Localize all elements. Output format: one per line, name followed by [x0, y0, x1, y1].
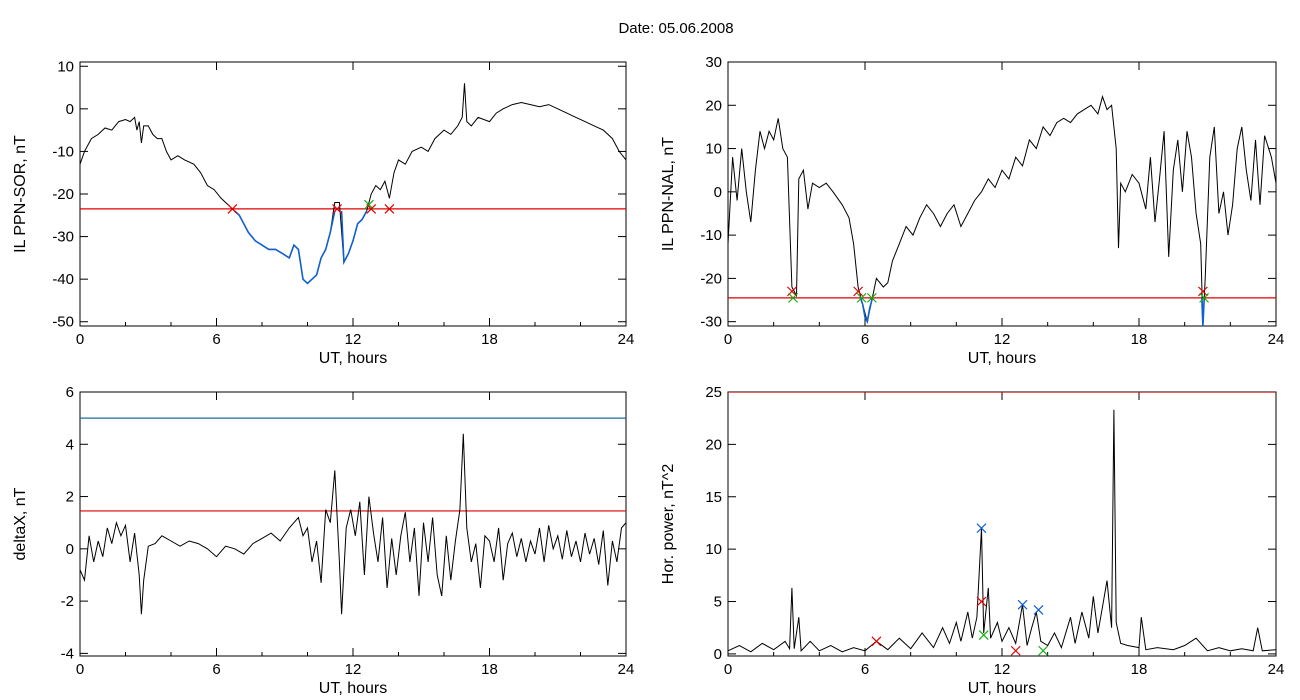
x-tick-label: 6 [861, 331, 869, 348]
x-tick-label: 6 [212, 331, 220, 348]
y-tick-label: 10 [57, 58, 74, 75]
event-marker [1198, 286, 1208, 297]
event-marker [787, 286, 797, 297]
y-tick-label: 10 [705, 141, 722, 158]
y-axis-label: IL PPN-NAL, nT [660, 137, 677, 251]
figure-title: Date: 05.06.2008 [618, 20, 733, 37]
event-marker [1033, 604, 1044, 615]
x-tick-label: 0 [76, 661, 84, 678]
y-tick-label: -2 [61, 593, 74, 610]
y-tick-label: 0 [714, 646, 722, 663]
x-tick-label: 18 [1131, 331, 1148, 348]
y-tick-label: -4 [61, 645, 74, 662]
series-line [728, 94, 1276, 326]
highlight-segment [340, 210, 368, 266]
y-tick-label: 6 [66, 384, 74, 401]
x-tick-label: 24 [618, 331, 635, 348]
event-marker [853, 286, 864, 297]
event-marker [788, 292, 798, 303]
highlight-segment [1201, 297, 1205, 326]
highlight-segment [234, 210, 336, 285]
event-marker [976, 523, 987, 534]
y-tick-label: -40 [52, 271, 74, 288]
y-tick-label: 30 [705, 54, 722, 71]
x-tick-label: 24 [1268, 661, 1285, 678]
x-tick-label: 18 [481, 661, 498, 678]
y-tick-label: 2 [66, 489, 74, 506]
x-tick-label: 12 [994, 331, 1011, 348]
x-tick-label: 6 [861, 661, 869, 678]
series-line [728, 409, 1276, 653]
event-marker [976, 596, 987, 607]
y-tick-label: 0 [66, 101, 74, 118]
x-axis-label: UT, hours [968, 680, 1036, 697]
y-tick-label: -30 [52, 229, 74, 246]
y-axis-label: Hor. power, nT^2 [660, 464, 677, 585]
event-marker [366, 203, 377, 214]
event-marker [1038, 645, 1049, 656]
y-tick-label: -30 [700, 314, 722, 331]
x-axis-label: UT, hours [968, 350, 1036, 367]
x-tick-label: 12 [345, 331, 362, 348]
panel-il-ppn-nal: 0 6 12 18 24 -30 -20 -10 0 10 20 30 UT, hours IL PPN-… [660, 54, 1284, 367]
x-tick-label: 0 [724, 661, 732, 678]
plot-frame [79, 61, 627, 327]
x-tick-label: 12 [994, 661, 1011, 678]
y-tick-label: 15 [705, 489, 722, 506]
y-tick-label: -20 [52, 186, 74, 203]
panel-hor-power: 0 6 12 18 24 0 5 10 15 20 25 UT, hours Hor. power, n… [660, 384, 1284, 697]
event-marker [227, 203, 238, 214]
x-axis-label: UT, hours [319, 350, 387, 367]
event-marker [1010, 645, 1021, 656]
event-marker [384, 203, 395, 214]
highlight-segment [859, 297, 873, 325]
y-tick-label: 10 [705, 541, 722, 558]
x-tick-label: 18 [1131, 661, 1148, 678]
y-tick-label: 0 [66, 541, 74, 558]
y-tick-label: 5 [714, 594, 722, 611]
y-tick-label: 4 [66, 436, 74, 453]
event-marker [856, 292, 867, 303]
y-tick-label: 20 [705, 436, 722, 453]
x-tick-label: 0 [76, 331, 84, 348]
x-axis-label: UT, hours [319, 680, 387, 697]
event-marker [332, 203, 342, 214]
y-axis-label: IL PPN-SOR, nT [12, 135, 29, 253]
y-axis-label: deltaX, nT [12, 487, 29, 560]
plot-frame [727, 391, 1277, 657]
y-tick-label: -20 [700, 270, 722, 287]
event-marker [866, 292, 877, 303]
event-marker [1017, 599, 1028, 610]
x-tick-label: 18 [481, 331, 498, 348]
y-tick-label: -10 [700, 227, 722, 244]
y-tick-label: -10 [52, 143, 74, 160]
x-tick-label: 24 [1268, 331, 1285, 348]
x-tick-label: 24 [618, 661, 635, 678]
y-tick-label: -50 [52, 314, 74, 331]
x-tick-label: 0 [724, 331, 732, 348]
y-tick-label: 0 [714, 184, 722, 201]
y-tick-label: 25 [705, 384, 722, 401]
series-line [80, 83, 626, 285]
series-line [80, 433, 626, 615]
event-marker [1199, 292, 1209, 303]
y-tick-label: 20 [705, 97, 722, 114]
event-marker [871, 636, 882, 647]
x-tick-label: 12 [345, 661, 362, 678]
event-marker [978, 630, 989, 640]
x-tick-label: 6 [212, 661, 220, 678]
panel-il-ppn-sor: 0 6 12 18 24 -50 -40 -30 -20 -10 0 10 UT, hours IL PP… [12, 58, 634, 367]
